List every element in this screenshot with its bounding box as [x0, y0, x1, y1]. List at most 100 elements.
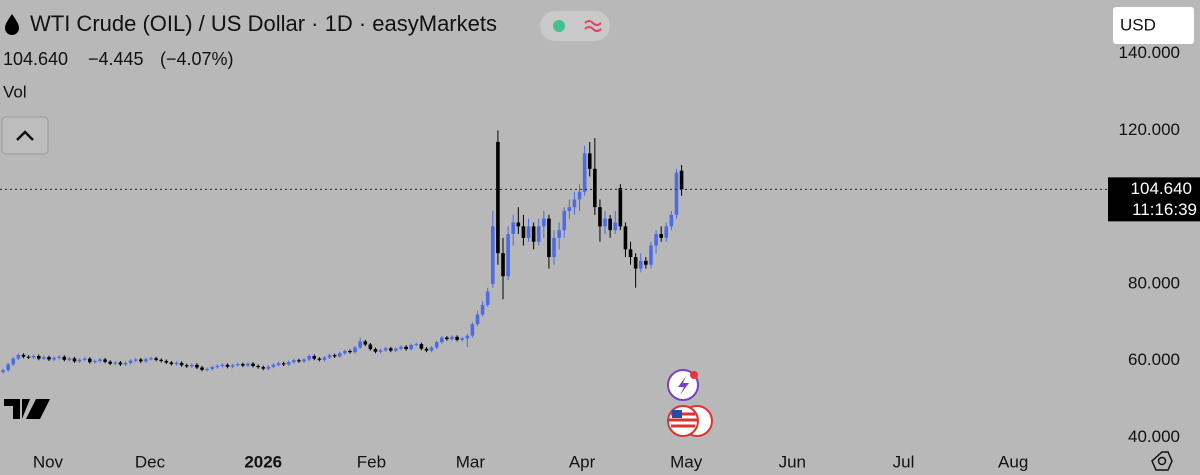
x-tick-label: Aug — [998, 452, 1028, 471]
candle-body — [669, 214, 674, 227]
candle-body — [577, 191, 582, 200]
candle-body — [598, 207, 602, 227]
settings-icon-center — [1157, 456, 1167, 466]
candle-body — [174, 362, 179, 365]
event-icon-bolt — [678, 376, 689, 395]
y-tick-label: 140.000 — [1119, 43, 1180, 62]
candle-body — [562, 210, 567, 231]
event-badge — [690, 371, 698, 379]
candle-body — [261, 367, 266, 369]
candle-body — [409, 344, 413, 350]
candle-body — [327, 355, 332, 358]
candle-body — [358, 341, 362, 348]
candle-body — [521, 226, 526, 238]
candle-body — [36, 356, 41, 359]
candle-body — [215, 365, 220, 368]
candle-body — [292, 360, 296, 363]
candle-body — [383, 348, 388, 351]
candle-body — [470, 324, 475, 336]
candle-body — [210, 367, 215, 370]
x-tick-label: Jun — [779, 452, 806, 471]
candle-body — [26, 356, 31, 358]
candle-body — [82, 358, 87, 360]
candle-body — [21, 354, 26, 357]
candle-body — [276, 363, 281, 365]
candle-body — [552, 237, 556, 258]
price-change-pct: (−4.07%) — [160, 49, 234, 69]
candle-body — [103, 359, 107, 362]
x-tick-label: May — [670, 452, 703, 471]
candle-body — [200, 367, 204, 370]
price-badge-label: 104.640 — [1131, 179, 1192, 198]
status-pill[interactable] — [540, 11, 610, 41]
candle-body — [144, 359, 148, 362]
candle-body — [394, 348, 398, 351]
settings-icon[interactable] — [1151, 451, 1173, 471]
countdown: 11:16:39 — [1132, 200, 1197, 219]
candle-body — [286, 362, 291, 365]
candle-body — [256, 365, 260, 368]
candle-body — [450, 336, 454, 340]
candle-body — [322, 357, 327, 360]
candle-body — [593, 168, 597, 208]
x-tick-label: 2026 — [244, 452, 282, 471]
chart-title: WTI Crude (OIL) / US Dollar · 1D · easyM… — [30, 11, 497, 36]
candle-body — [230, 365, 235, 367]
candle-body — [251, 363, 255, 366]
candle-body — [567, 207, 572, 211]
candle-body — [516, 222, 521, 227]
x-tick-label: Jul — [893, 452, 915, 471]
candle-body — [317, 358, 322, 360]
candle-body — [679, 170, 684, 190]
candle-body — [649, 245, 653, 265]
candle-body — [57, 356, 61, 358]
candle-body — [225, 364, 230, 367]
candle-body — [388, 348, 393, 351]
candle-body — [42, 357, 46, 359]
candle-body — [496, 141, 500, 254]
candle-body — [439, 337, 444, 343]
candle-body — [52, 357, 56, 360]
symbol-icon — [5, 14, 19, 35]
x-tick-label: Apr — [569, 452, 596, 471]
candle-body — [348, 351, 352, 353]
candle-body — [337, 353, 342, 357]
candle-body — [343, 351, 347, 354]
candle-body — [363, 341, 368, 345]
candle-body — [6, 364, 10, 371]
candle-body — [501, 253, 505, 277]
candle-body — [404, 346, 408, 350]
candle-body — [139, 359, 143, 362]
candle-body — [266, 366, 271, 369]
candle-body — [526, 226, 531, 238]
candle-body — [307, 356, 311, 360]
candle-body — [491, 226, 495, 284]
candle-body — [603, 218, 607, 227]
candle-body — [434, 342, 439, 348]
candle-body — [628, 249, 633, 258]
currency-button[interactable] — [1113, 7, 1194, 44]
candle-body — [414, 344, 419, 346]
candle-body — [582, 153, 587, 192]
candle-body — [572, 199, 577, 208]
candle-body — [353, 347, 357, 353]
candle-body — [11, 358, 16, 365]
candle-body — [195, 364, 199, 368]
collapse-button[interactable] — [1, 116, 49, 155]
candle-body — [368, 344, 373, 350]
candle-body — [455, 336, 459, 340]
candle-body — [664, 226, 669, 238]
candle-body — [332, 355, 337, 357]
candle-body — [154, 358, 158, 360]
candle-body — [674, 172, 679, 215]
candle-body — [16, 354, 21, 359]
price-badge — [1108, 177, 1200, 222]
candle-body — [378, 350, 383, 352]
y-tick-label: 60.000 — [1128, 350, 1180, 369]
candle-body — [618, 187, 623, 227]
candle-body — [536, 226, 541, 242]
candle-body — [179, 362, 184, 366]
candle-body — [638, 260, 643, 269]
